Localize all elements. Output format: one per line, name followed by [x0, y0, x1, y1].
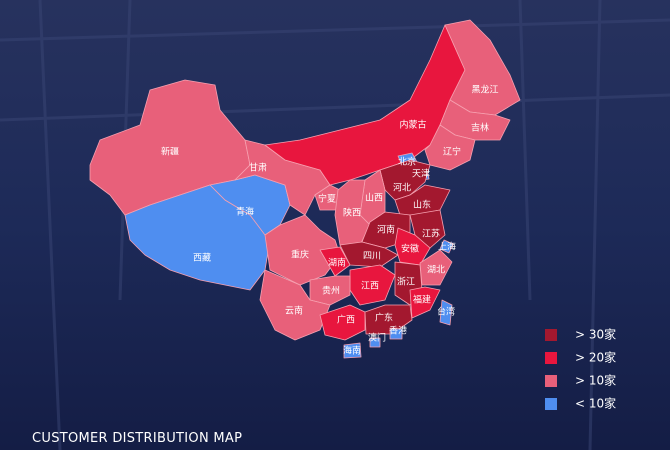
legend: > 30家 > 20家 > 10家 < 10家 [545, 327, 616, 411]
province-label: 河南 [377, 224, 395, 236]
legend-swatch [545, 398, 557, 410]
province-label: 北京 [398, 156, 416, 168]
province [424, 124, 476, 171]
province-label: 甘肃 [249, 162, 267, 174]
legend-label: < 10家 [575, 396, 616, 411]
province-label: 台湾 [437, 306, 455, 318]
province [439, 299, 453, 326]
province [439, 239, 454, 254]
province-label: 山东 [413, 199, 431, 211]
province-label: 广东 [375, 312, 393, 324]
province [444, 19, 521, 116]
province-label: 澳门 [368, 332, 386, 344]
legend-label: > 20家 [575, 350, 616, 365]
province-label: 湖北 [427, 265, 445, 276]
province-label: 内蒙古 [399, 119, 426, 131]
province-label: 海南 [343, 345, 361, 357]
map-title: CUSTOMER DISTRIBUTION MAP [32, 431, 242, 446]
legend-label: > 30家 [575, 327, 616, 342]
province-label: 新疆 [161, 146, 179, 158]
province-label: 湖南 [328, 257, 346, 269]
province-label: 河北 [393, 182, 411, 194]
legend-swatch [545, 352, 557, 364]
province [389, 328, 403, 340]
province-label: 西藏 [193, 252, 211, 264]
province-label: 广西 [337, 314, 355, 326]
legend-swatch [545, 375, 557, 387]
province-label: 宁夏 [318, 193, 336, 205]
province-label: 贵州 [322, 285, 340, 297]
province-label: 青海 [236, 206, 254, 218]
province-label: 山西 [365, 193, 383, 204]
province-label: 云南 [285, 305, 303, 317]
province-label: 黑龙江 [471, 84, 498, 96]
legend-label: > 10家 [575, 373, 616, 388]
province-label: 天津 [412, 169, 430, 180]
province [364, 304, 413, 335]
province-label: 吉林 [471, 122, 489, 134]
province [379, 159, 431, 201]
province [343, 342, 362, 359]
province-label: 四川 [363, 252, 381, 262]
province [409, 209, 446, 249]
province-label: 辽宁 [443, 146, 461, 158]
province-label: 江西 [361, 281, 379, 292]
province-label: 福建 [413, 294, 431, 306]
province-label: 浙江 [397, 276, 415, 288]
province [319, 304, 366, 341]
province [369, 337, 381, 348]
province [259, 269, 331, 341]
province-label: 安徽 [401, 243, 419, 255]
province-label: 上海 [438, 241, 456, 253]
legend-swatch [545, 329, 557, 341]
province-label: 江苏 [422, 228, 440, 240]
province-label: 陕西 [343, 207, 361, 219]
province [319, 246, 351, 277]
province [409, 286, 441, 319]
province-label: 重庆 [291, 249, 309, 261]
province-label: 香港 [389, 325, 407, 337]
